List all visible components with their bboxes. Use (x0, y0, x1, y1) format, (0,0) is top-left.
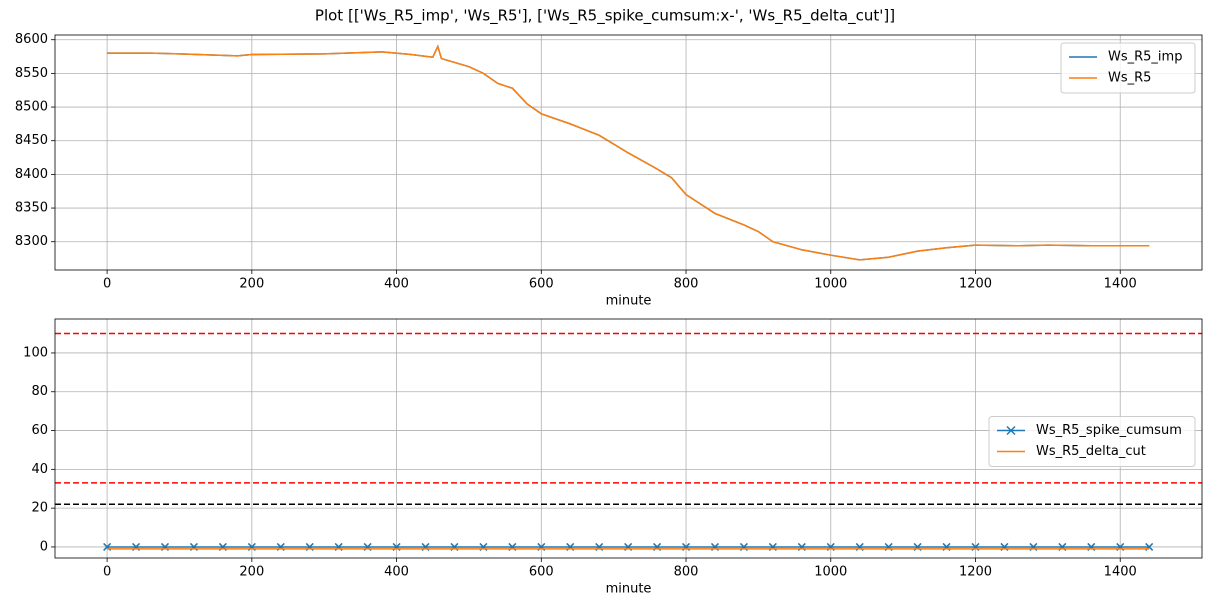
x-tick-label: 1400 (1104, 277, 1137, 292)
y-tick-label: 20 (31, 501, 48, 516)
x-tick-label: 800 (674, 277, 699, 292)
plot-frame (54, 318, 1203, 559)
legend-box (988, 416, 1196, 467)
x-tick-label: 0 (103, 277, 111, 292)
legend: Ws_R5_imp Ws_R5 (1060, 42, 1196, 94)
series-line (107, 44, 1150, 261)
y-tick-label: 8500 (15, 100, 48, 115)
y-tick-label: 0 (40, 539, 48, 554)
x-axis-label: minute (606, 582, 652, 597)
legend-marker (1006, 425, 1016, 436)
y-tick-label: 8450 (15, 133, 48, 148)
figure-title: Plot [['Ws_R5_imp', 'Ws_R5'], ['Ws_R5_sp… (315, 7, 895, 26)
x-tick-label: 400 (384, 565, 409, 580)
legend-box (1060, 42, 1196, 94)
y-tick-label: 40 (31, 462, 48, 477)
y-tick-label: 60 (31, 423, 48, 438)
x-tick-label: 200 (239, 277, 264, 292)
y-tick-label: 8300 (15, 234, 48, 249)
x-tick-label: 1000 (814, 277, 847, 292)
plot-frame (54, 34, 1203, 271)
legend-label: Ws_R5_delta_cut (1036, 444, 1146, 459)
y-tick-label: 80 (31, 384, 48, 399)
y-tick-label: 8400 (15, 167, 48, 182)
y-tick-label: 8600 (15, 32, 48, 47)
x-axis-label: minute (606, 294, 652, 309)
legend: Ws_R5_spike_cumsum Ws_R5_delta_cut (988, 416, 1196, 467)
x-tick-label: 1000 (814, 565, 847, 580)
x-tick-label: 600 (529, 277, 554, 292)
legend-label: Ws_R5_spike_cumsum (1036, 423, 1182, 438)
y-tick-label: 100 (23, 345, 48, 360)
x-tick-label: 600 (529, 565, 554, 580)
x-tick-label: 1400 (1104, 565, 1137, 580)
legend-label: Ws_R5 (1108, 71, 1151, 86)
x-tick-label: 1200 (959, 565, 992, 580)
x-tick-label: 200 (239, 565, 264, 580)
y-tick-label: 8550 (15, 66, 48, 81)
x-tick-label: 0 (103, 565, 111, 580)
x-tick-label: 1200 (959, 277, 992, 292)
legend-label: Ws_R5_imp (1108, 50, 1182, 65)
x-tick-label: 800 (674, 565, 699, 580)
y-tick-label: 8350 (15, 201, 48, 216)
x-tick-label: 400 (384, 277, 409, 292)
